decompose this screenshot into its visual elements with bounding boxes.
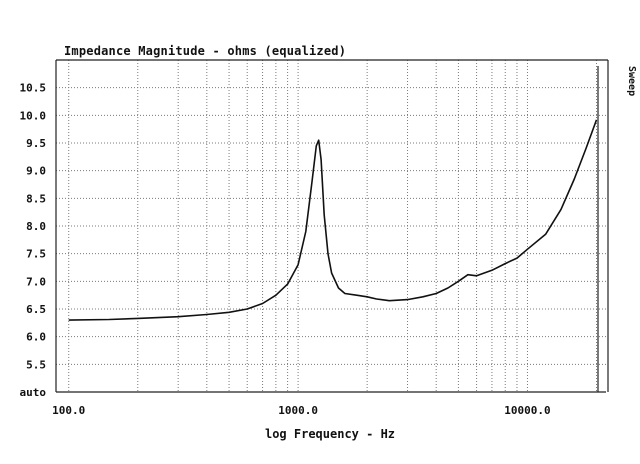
y-tick-label: 10.5 [20,82,47,95]
series-group [68,119,598,321]
y-axis-ticks: auto 5.5 6.0 6.5 7.0 7.5 8.0 8.5 9.0 9.5 10.0 10.5 [20,82,47,399]
y-tick-label: 6.0 [26,331,46,344]
y-tick-label: 10.0 [20,109,47,122]
side-label: Sweep [626,66,637,96]
y-tick-label: 7.5 [26,248,46,261]
x-tick-label: 1000.0 [278,404,318,417]
x-axis-ticks: 100.0 1000.0 10000.0 [52,404,550,417]
y-tick-label: 7.0 [26,275,46,288]
x-tick-label: 100.0 [52,404,85,417]
y-tick-label: 9.0 [26,165,46,178]
y-tick-label: 5.5 [26,358,46,371]
x-tick-label: 10000.0 [504,404,550,417]
plot-frame [55,59,609,393]
chart-title: Impedance Magnitude - ohms (equalized) [64,44,346,58]
grid [56,60,606,393]
x-axis-label: log Frequency - Hz [265,427,395,441]
impedance-curve [68,119,598,321]
y-tick-label: 6.5 [26,303,46,316]
y-tick-label: 9.5 [26,137,46,150]
y-tick-label: auto [20,386,47,399]
y-tick-label: 8.0 [26,220,46,233]
y-tick-label: 8.5 [26,192,46,205]
